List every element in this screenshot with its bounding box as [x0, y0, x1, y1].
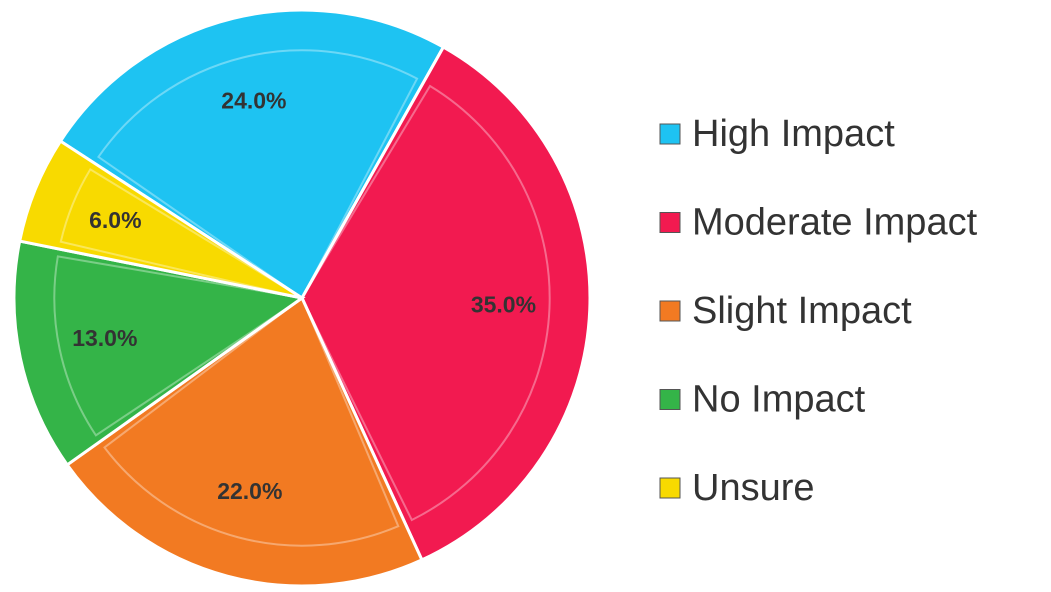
legend-label: High Impact [692, 113, 895, 155]
legend-marker [659, 300, 681, 322]
legend-label: No Impact [692, 379, 866, 421]
legend-marker [659, 389, 681, 410]
value-label: 24.0% [221, 87, 286, 113]
pie-slice [17, 139, 303, 300]
legend-marker [659, 212, 681, 233]
slice-bevel [103, 296, 400, 547]
slice-bevel [53, 255, 305, 437]
legend-label: Moderate Impact [692, 202, 978, 244]
slice-bevel [59, 168, 303, 299]
legend-marker [659, 123, 681, 145]
pie-slice [12, 239, 306, 467]
slice-bevel [300, 84, 551, 522]
pie-slice [65, 295, 424, 588]
value-label: 13.0% [72, 325, 137, 351]
value-label: 35.0% [471, 292, 536, 318]
pie-slice [300, 45, 592, 562]
pie-slice [58, 8, 446, 301]
value-label: 6.0% [89, 207, 141, 233]
value-label: 22.0% [217, 478, 282, 504]
legend-label: Unsure [692, 467, 815, 509]
legend-label: Slight Impact [692, 290, 912, 332]
slice-bevel [97, 49, 419, 300]
legend-marker [659, 477, 681, 499]
